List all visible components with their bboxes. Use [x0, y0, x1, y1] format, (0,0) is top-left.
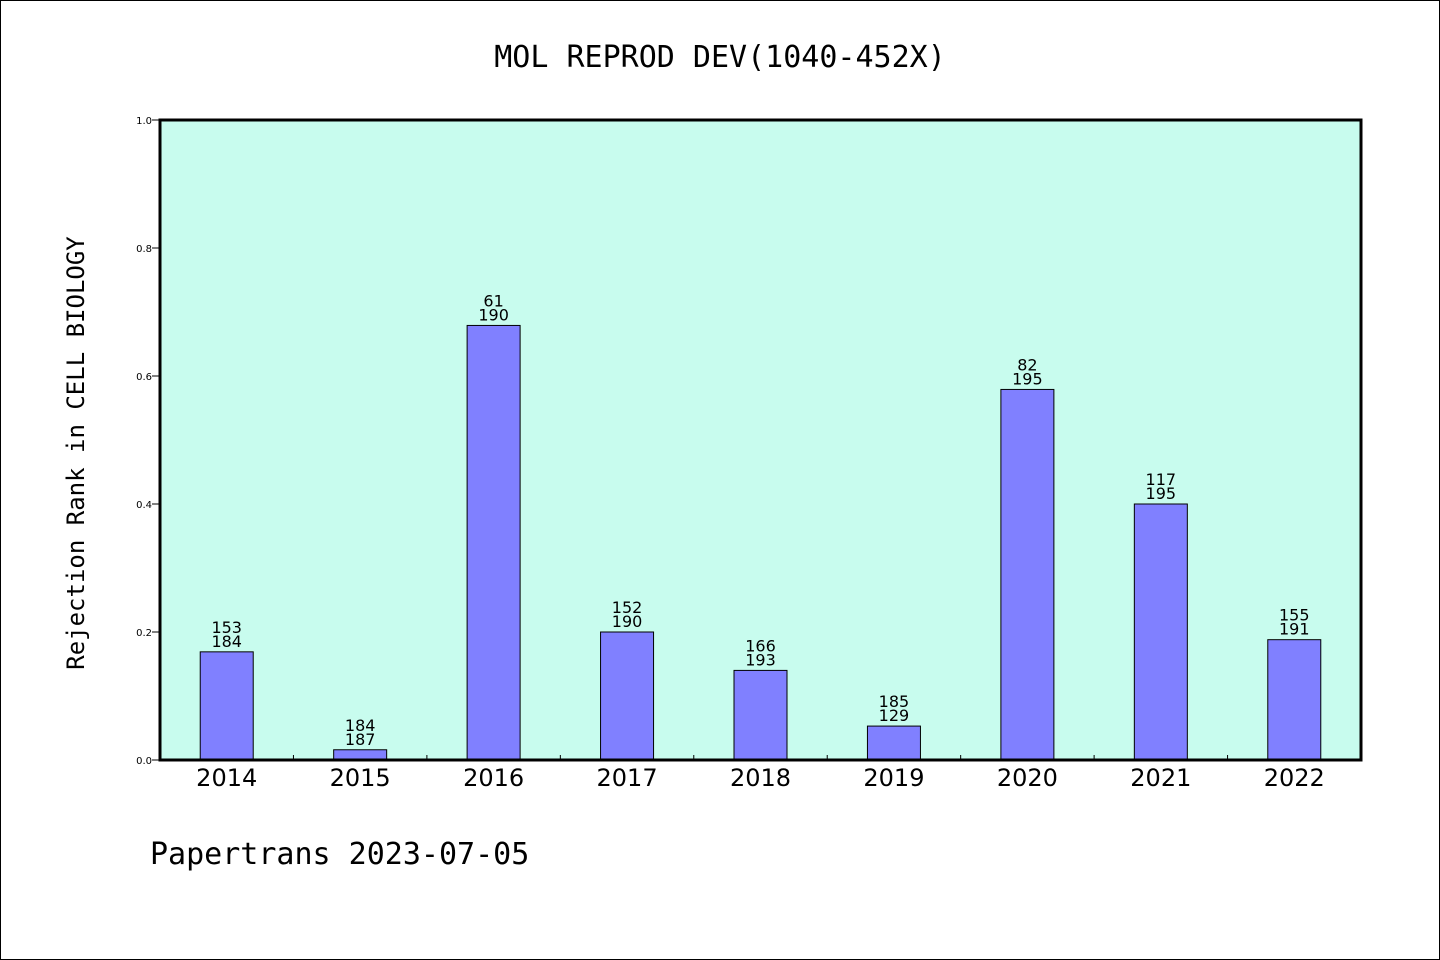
data-label-bottom: 184 — [211, 632, 242, 651]
footer-text: Papertrans 2023-07-05 — [150, 837, 529, 872]
x-tick-label: 2014 — [196, 764, 257, 792]
y-axis-label: Rejection Rank in CELL BIOLOGY — [62, 236, 90, 670]
x-tick-label: 2017 — [597, 764, 658, 792]
data-label-bottom: 187 — [345, 730, 376, 749]
y-tick-label: 0.4 — [136, 500, 152, 511]
x-tick-label: 2020 — [997, 764, 1058, 792]
y-tick-label: 0.6 — [136, 372, 152, 383]
plot-border — [158, 118, 1363, 762]
bar-2015 — [333, 749, 388, 761]
data-label-bottom: 193 — [745, 650, 776, 669]
data-label-top: 152 — [612, 598, 643, 617]
data-label-bottom: 129 — [879, 706, 910, 725]
data-label-top: 184 — [345, 716, 376, 735]
x-tick-label: 2016 — [463, 764, 524, 792]
bar-2016 — [466, 324, 521, 761]
data-label-top: 82 — [1017, 355, 1037, 374]
bar-2014 — [199, 651, 254, 761]
y-tick-label: 0.2 — [136, 628, 152, 639]
y-tick-label: 0.8 — [136, 244, 152, 255]
data-label-bottom: 195 — [1146, 484, 1177, 503]
y-tick-label: 0.0 — [136, 756, 152, 767]
y-tick-label: 1.0 — [136, 116, 152, 127]
bar-2019 — [866, 725, 921, 761]
x-tick-label: 2019 — [863, 764, 924, 792]
data-label-bottom: 190 — [612, 612, 643, 631]
data-label-top: 153 — [211, 618, 242, 637]
chart-title: MOL REPROD DEV(1040-452X) — [494, 40, 946, 75]
x-tick-label: 2022 — [1264, 764, 1325, 792]
data-label-top: 117 — [1146, 470, 1177, 489]
data-label-top: 185 — [879, 692, 910, 711]
bar-2018 — [733, 669, 788, 761]
data-label-bottom: 195 — [1012, 369, 1043, 388]
bar-2021 — [1133, 503, 1188, 761]
data-label-top: 155 — [1279, 606, 1310, 625]
bar-2020 — [1000, 388, 1055, 761]
x-tick-label: 2015 — [330, 764, 391, 792]
data-label-top: 61 — [483, 291, 503, 310]
x-tick-label: 2021 — [1130, 764, 1191, 792]
bar-2017 — [600, 631, 655, 761]
bar-2022 — [1267, 639, 1322, 761]
data-label-bottom: 191 — [1279, 620, 1310, 639]
x-tick-label: 2018 — [730, 764, 791, 792]
data-label-top: 166 — [745, 636, 776, 655]
data-label-bottom: 190 — [478, 305, 509, 324]
